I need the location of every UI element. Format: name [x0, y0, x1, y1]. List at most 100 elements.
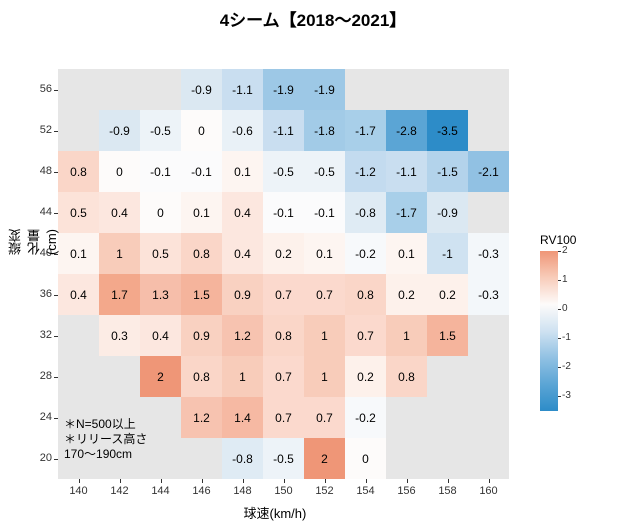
heatmap-cell: 0.2: [427, 274, 468, 315]
heatmap-cell: -0.5: [263, 151, 304, 192]
heatmap-cell: 0.1: [386, 233, 427, 274]
heatmap-cell: 1: [386, 315, 427, 356]
legend-tick-label: 0: [562, 303, 568, 314]
y-axis-tick-label: 52: [40, 124, 52, 136]
heatmap-cell: -1.2: [345, 151, 386, 192]
heatmap-cell: 0.7: [304, 397, 345, 438]
heatmap-cell: -0.6: [222, 110, 263, 151]
y-axis-tick-label: 32: [40, 329, 52, 341]
heatmap-cell: -2.1: [468, 151, 509, 192]
heatmap-cell: 0.1: [304, 233, 345, 274]
x-axis-tick: [407, 479, 408, 483]
heatmap-cell: 1.7: [99, 274, 140, 315]
y-axis-title: 縦変化量(cm): [6, 229, 59, 255]
heatmap-cell: 0.8: [181, 356, 222, 397]
y-axis-tick: [54, 172, 58, 173]
heatmap-cell: 0.8: [58, 151, 99, 192]
legend-tick: [558, 309, 561, 310]
x-axis-tick: [202, 479, 203, 483]
legend-tick-label: -1: [562, 332, 571, 343]
x-axis-tick: [161, 479, 162, 483]
heatmap-cell: 1.2: [222, 315, 263, 356]
legend-tick: [558, 280, 561, 281]
heatmap-cell: 0.4: [222, 233, 263, 274]
heatmap-cell: 0.8: [263, 315, 304, 356]
x-axis-tick-label: 148: [231, 485, 255, 497]
heatmap-cell: 0.9: [222, 274, 263, 315]
heatmap-cell: 0.5: [58, 192, 99, 233]
heatmap-cell: -0.5: [263, 438, 304, 479]
y-axis-tick: [54, 418, 58, 419]
x-axis-tick-label: 160: [477, 485, 501, 497]
heatmap-cell: -0.3: [468, 274, 509, 315]
x-axis-tick-label: 142: [108, 485, 132, 497]
heatmap-cell: -1.7: [345, 110, 386, 151]
x-axis-tick: [448, 479, 449, 483]
heatmap-cell: 0.2: [345, 356, 386, 397]
legend-tick: [558, 367, 561, 368]
x-axis-tick-label: 154: [354, 485, 378, 497]
heatmap-cell: 0.9: [181, 315, 222, 356]
legend-tick: [558, 338, 561, 339]
heatmap-cell: -1.9: [304, 69, 345, 110]
heatmap-cell: -0.8: [345, 192, 386, 233]
legend-tick-label: 1: [562, 274, 568, 285]
x-axis-tick-label: 152: [313, 485, 337, 497]
heatmap-cell: -0.1: [181, 151, 222, 192]
x-axis-title: 球速(km/h): [244, 503, 307, 522]
heatmap-cell: -3.5: [427, 110, 468, 151]
heatmap-cell: 1.3: [140, 274, 181, 315]
heatmap-cell: 0.4: [99, 192, 140, 233]
heatmap-cell: -1.8: [304, 110, 345, 151]
x-axis-tick-label: 150: [272, 485, 296, 497]
x-axis-tick: [243, 479, 244, 483]
heatmap-cell: 0: [181, 110, 222, 151]
heatmap-cell: 0.3: [99, 315, 140, 356]
legend-tick-label: 2: [562, 245, 568, 256]
y-axis-tick: [54, 213, 58, 214]
heatmap-cell: 0.7: [304, 274, 345, 315]
heatmap-cell: -0.5: [140, 110, 181, 151]
x-axis-tick-label: 158: [436, 485, 460, 497]
heatmap-cell: -1.1: [263, 110, 304, 151]
y-axis-tick-label: 24: [40, 411, 52, 423]
heatmap-cell: 0.7: [263, 356, 304, 397]
heatmap-cell: 0.2: [386, 274, 427, 315]
heatmap-cell: 0.4: [140, 315, 181, 356]
heatmap-cell: 1: [304, 315, 345, 356]
heatmap-cell: 0.8: [181, 233, 222, 274]
heatmap-cell: -0.5: [304, 151, 345, 192]
heatmap-cell: -1.9: [263, 69, 304, 110]
x-axis-tick: [325, 479, 326, 483]
heatmap-cell: 1.5: [427, 315, 468, 356]
legend-title: RV100: [540, 233, 576, 247]
y-axis-tick: [54, 90, 58, 91]
heatmap-cell: 1.2: [181, 397, 222, 438]
heatmap-cell: 1: [222, 356, 263, 397]
heatmap-cell: -0.9: [99, 110, 140, 151]
heatmap-cell: 0: [99, 151, 140, 192]
x-axis-tick: [489, 479, 490, 483]
y-axis-tick: [54, 295, 58, 296]
heatmap-cell: 0: [345, 438, 386, 479]
heatmap-cell: 0.8: [345, 274, 386, 315]
y-axis-tick-label: 44: [40, 206, 52, 218]
heatmap-cell: -0.8: [222, 438, 263, 479]
heatmap-cell: 0.4: [222, 192, 263, 233]
heatmap-cell: 1.4: [222, 397, 263, 438]
legend-tick-label: -2: [562, 361, 571, 372]
y-axis-tick-label: 36: [40, 288, 52, 300]
x-axis-tick-label: 146: [190, 485, 214, 497]
y-axis-tick: [54, 377, 58, 378]
heatmap-cell: -0.9: [427, 192, 468, 233]
x-axis-tick-label: 140: [67, 485, 91, 497]
heatmap-cell: 0.2: [263, 233, 304, 274]
heatmap-cell: -2.8: [386, 110, 427, 151]
y-axis-tick-label: 56: [40, 83, 52, 95]
heatmap-cell: 0.8: [386, 356, 427, 397]
heatmap-cell: -0.1: [263, 192, 304, 233]
heatmap-cell: -1: [427, 233, 468, 274]
heatmap-cell: -0.1: [304, 192, 345, 233]
heatmap-cell: 0.7: [345, 315, 386, 356]
heatmap-cell: -0.2: [345, 233, 386, 274]
